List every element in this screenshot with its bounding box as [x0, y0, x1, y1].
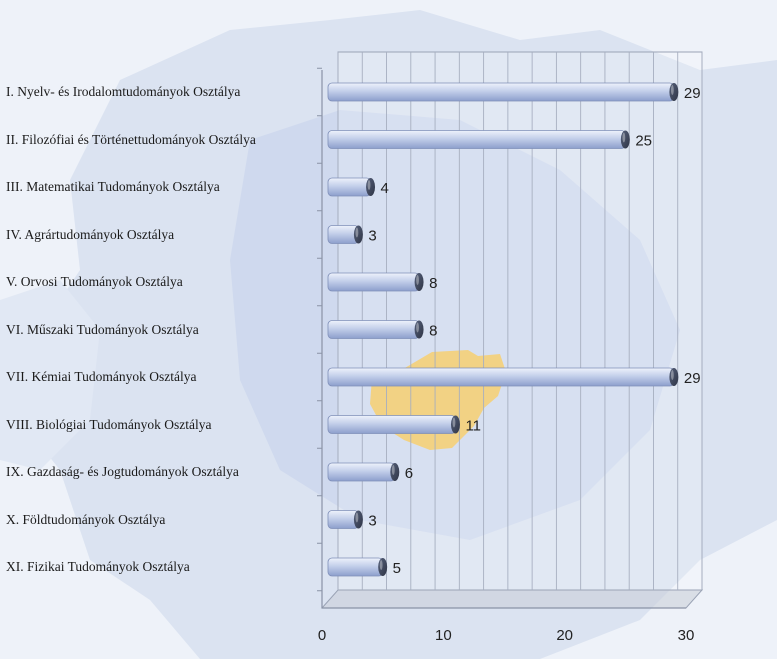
value-label: 11 — [465, 418, 481, 435]
bar-end-cap — [353, 510, 363, 529]
bar — [327, 557, 388, 577]
bar-end-cap — [414, 273, 424, 291]
bar — [327, 177, 376, 197]
category-label: II. Filozófiai és Történettudományok Osz… — [6, 131, 256, 147]
category-label: VI. Műszaki Tudományok Osztálya — [6, 321, 199, 337]
value-label: 29 — [684, 85, 701, 102]
category-label: VII. Kémiai Tudományok Osztálya — [6, 369, 197, 384]
bar-end-highlight — [416, 275, 419, 285]
bar — [327, 510, 363, 529]
bar-end-highlight — [670, 85, 674, 95]
category-label: III. Matematikai Tudományok Osztálya — [6, 179, 220, 194]
bar-end-cap — [390, 463, 400, 481]
bar-end-highlight — [355, 227, 359, 238]
plot-floor — [320, 589, 704, 609]
category-label: IV. Agrártudományok Osztálya — [6, 226, 175, 242]
x-tick-label: 0 — [318, 627, 326, 644]
bar-body — [327, 557, 384, 577]
x-tick-label: 10 — [435, 627, 452, 644]
category-label: I. Nyelv- és Irodalomtudományok Osztálya — [6, 84, 241, 99]
value-labels: 29 25 4 3 8 8 29 11 6 3 5 — [368, 85, 700, 577]
value-label: 29 — [684, 370, 701, 387]
bar-end-cap — [378, 558, 388, 576]
value-label: 4 — [381, 180, 389, 197]
bar — [327, 225, 363, 244]
bar-end-highlight — [391, 465, 395, 475]
bar-end-cap — [353, 225, 363, 244]
bar — [327, 320, 424, 339]
bar — [327, 130, 630, 149]
bar-end-cap — [414, 320, 424, 339]
bar-end-highlight — [670, 370, 674, 380]
bar-body — [327, 462, 396, 482]
bar-end-cap — [450, 415, 460, 434]
bar-end-highlight — [355, 512, 359, 523]
category-label: V. Orvosi Tudományok Osztálya — [6, 274, 183, 289]
value-label: 6 — [405, 465, 413, 482]
bar-body — [327, 225, 359, 244]
bar-end-cap — [366, 178, 376, 196]
value-label: 8 — [429, 275, 437, 292]
bars-group — [327, 82, 679, 577]
bar-body — [327, 130, 626, 149]
bar — [327, 367, 679, 387]
x-tick-label: 20 — [556, 627, 573, 644]
bar — [327, 82, 679, 102]
category-label: XI. Fizikai Tudományok Osztálya — [6, 559, 190, 574]
value-label: 25 — [635, 133, 652, 150]
bar — [327, 272, 424, 292]
bar-end-highlight — [622, 132, 626, 143]
bar — [327, 462, 400, 482]
value-label: 8 — [429, 323, 437, 340]
bar-end-highlight — [452, 417, 456, 428]
bar-body — [327, 367, 675, 387]
category-label: IX. Gazdaság- és Jogtudományok Osztálya — [6, 464, 239, 479]
bar-end-highlight — [367, 180, 371, 190]
bar-body — [327, 320, 420, 339]
category-label: X. Földtudományok Osztálya — [6, 511, 166, 527]
bar-end-cap — [669, 83, 679, 101]
value-label: 5 — [393, 560, 401, 577]
bar-body — [327, 177, 371, 197]
bar-body — [327, 82, 675, 102]
value-label: 3 — [368, 228, 376, 245]
bar-body — [327, 272, 420, 292]
x-axis-ticks: 0 10 20 30 — [318, 627, 695, 644]
bar — [327, 415, 460, 434]
bar-body — [327, 510, 359, 529]
category-label: VIII. Biológiai Tudományok Osztálya — [6, 416, 212, 432]
bar-body — [327, 415, 456, 434]
bar-end-cap — [620, 130, 630, 149]
bar-end-highlight — [379, 560, 383, 570]
value-label: 3 — [368, 513, 376, 530]
bar-end-cap — [669, 368, 679, 386]
x-tick-label: 30 — [678, 627, 695, 644]
bar-end-highlight — [416, 322, 419, 333]
